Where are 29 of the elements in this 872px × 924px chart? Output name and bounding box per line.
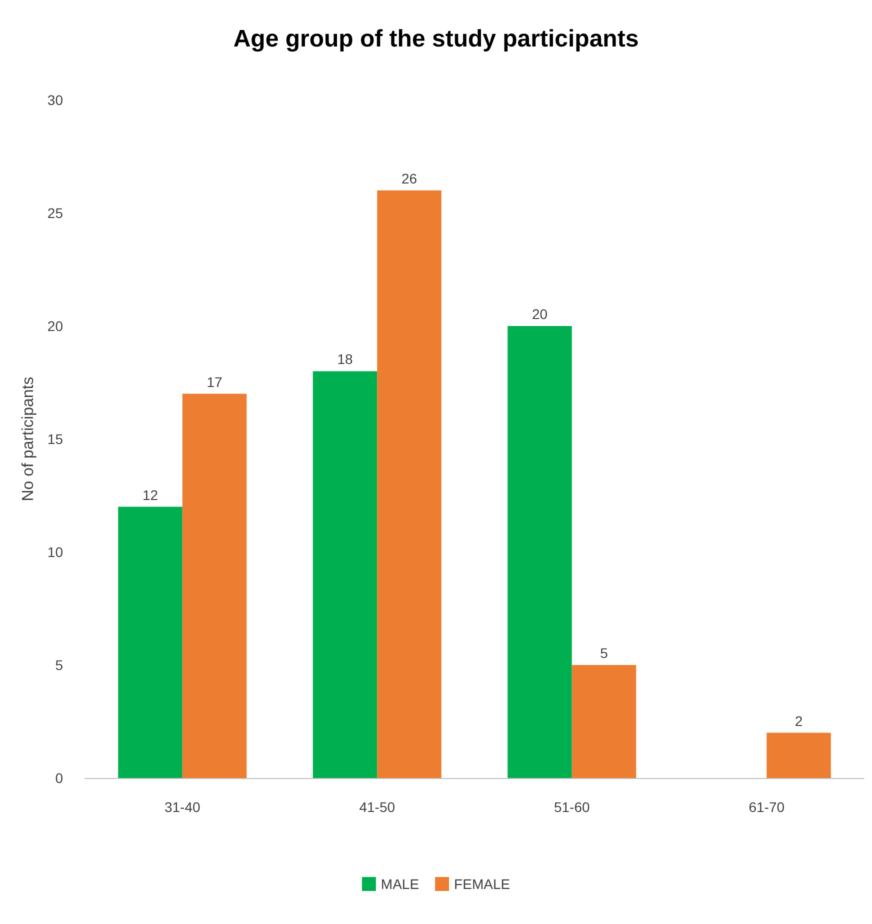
y-tick-label: 30: [47, 92, 64, 108]
data-label: 5: [600, 645, 608, 661]
data-label: 17: [206, 374, 223, 390]
bar: [508, 326, 572, 778]
bar: [118, 506, 182, 778]
legend-label: FEMALE: [454, 876, 510, 892]
y-tick-label: 20: [47, 318, 64, 334]
x-tick-label: 51-60: [554, 799, 590, 815]
x-tick-label: 41-50: [359, 799, 396, 815]
bar: [312, 371, 378, 778]
x-tick-label: 61-70: [748, 799, 785, 815]
data-label: 2: [794, 712, 803, 729]
data-label: 26: [401, 170, 418, 186]
bar: [766, 732, 831, 778]
y-tick-label: 15: [47, 431, 64, 447]
bar: [572, 665, 636, 778]
chart-title: Age group of the study participants: [233, 26, 639, 52]
legend-label: MALE: [380, 876, 420, 892]
y-tick-label: 10: [47, 544, 64, 560]
y-tick-label: 25: [47, 205, 64, 221]
data-label: 20: [532, 306, 548, 322]
y-axis-title: No of participants: [20, 376, 38, 502]
y-tick-label: 5: [55, 657, 64, 673]
bar: [377, 190, 442, 778]
data-label: 18: [337, 351, 353, 368]
data-label: 12: [142, 486, 158, 503]
x-tick-label: 31-40: [164, 799, 200, 815]
y-tick-label: 0: [55, 770, 64, 786]
bar: [182, 394, 247, 778]
